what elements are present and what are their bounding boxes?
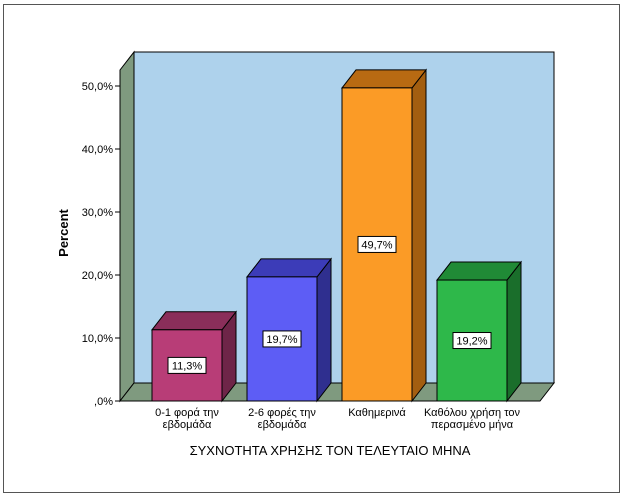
data-label: 19,7% (266, 334, 297, 346)
plot-side-wall (119, 50, 135, 403)
bar-top (435, 261, 523, 281)
bar-side (316, 257, 332, 403)
data-label: 11,3% (172, 360, 203, 372)
data-label: 49,7% (361, 239, 392, 251)
bar: 11,3% (150, 310, 238, 403)
x-category-label: Καθόλου χρήση τον (424, 407, 521, 419)
x-category-label: 2-6 φορές την (248, 407, 316, 419)
x-category-label: εβδομάδα (163, 419, 212, 431)
y-axis-title: Percent (56, 208, 71, 256)
y-tick-label: 10,0% (82, 333, 113, 345)
bars: 11,3% 19,7% 49,7% 19,2% (150, 68, 523, 403)
data-label-box (452, 332, 492, 350)
bar: 19,7% (245, 257, 333, 403)
data-label-box (167, 356, 207, 374)
data-label: 19,2% (456, 336, 487, 348)
bar: 49,7% (340, 68, 428, 403)
bar-top (150, 311, 238, 331)
x-category-label: 0-1 φορά την (155, 407, 219, 419)
data-label-box (262, 330, 302, 348)
bar: 19,2% (435, 260, 523, 403)
bar-top (245, 258, 333, 278)
y-axis: ,0% 10,0% 20,0% 30,0% 40,0% 50,0% (82, 70, 121, 408)
bar-front (151, 329, 223, 402)
x-category-label: εβδομάδα (258, 419, 307, 431)
y-tick-label: 50,0% (82, 81, 113, 93)
x-category-label: Καθημερινά (348, 407, 406, 419)
bar-side (506, 260, 522, 403)
y-tick-label: 40,0% (82, 144, 113, 156)
data-label-box (357, 235, 397, 253)
bar-side (411, 68, 427, 403)
y-tick-label: ,0% (94, 396, 113, 408)
y-tick-label: 30,0% (82, 207, 113, 219)
x-category-label: περασμένο μήνα (431, 419, 514, 431)
x-axis-title: ΣΥΧΝΟΤΗΤΑ ΧΡΗΣΗΣ ΤΟΝ ΤΕΛΕΥΤΑΙΟ ΜΗΝΑ (190, 443, 471, 458)
bar-top (340, 69, 428, 89)
y-tick-label: 20,0% (82, 270, 113, 282)
